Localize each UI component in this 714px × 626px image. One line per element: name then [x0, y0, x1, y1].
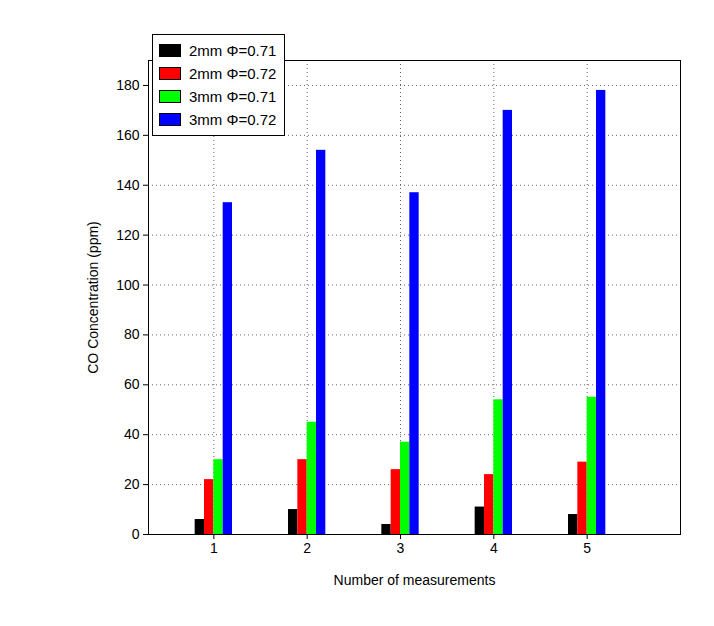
svg-text:180: 180	[116, 77, 140, 93]
html-text:2mm Φ=0.71: 2mm Φ=0.71	[189, 42, 277, 59]
svg-text:80: 80	[124, 326, 140, 342]
svg-text:60: 60	[124, 376, 140, 392]
svg-text:Number of measurements: Number of measurements	[334, 572, 496, 588]
svg-text:2: 2	[303, 540, 311, 556]
svg-text:140: 140	[116, 177, 140, 193]
svg-text:100: 100	[116, 277, 140, 293]
html-text:3mm Φ=0.72: 3mm Φ=0.72	[189, 111, 277, 128]
svg-text:4: 4	[490, 540, 498, 556]
svg-text:20: 20	[124, 476, 140, 492]
svg-text:1: 1	[210, 540, 218, 556]
svg-text:0: 0	[132, 526, 140, 542]
svg-text:120: 120	[116, 227, 140, 243]
svg-text:3: 3	[397, 540, 405, 556]
svg-text:5: 5	[583, 540, 591, 556]
svg-text:40: 40	[124, 426, 140, 442]
svg-text:160: 160	[116, 127, 140, 143]
html-text:3mm Φ=0.71: 3mm Φ=0.71	[189, 88, 277, 105]
html-text:2mm Φ=0.72: 2mm Φ=0.72	[189, 65, 277, 82]
svg-text:CO Concentration (ppm): CO Concentration (ppm)	[85, 221, 101, 374]
